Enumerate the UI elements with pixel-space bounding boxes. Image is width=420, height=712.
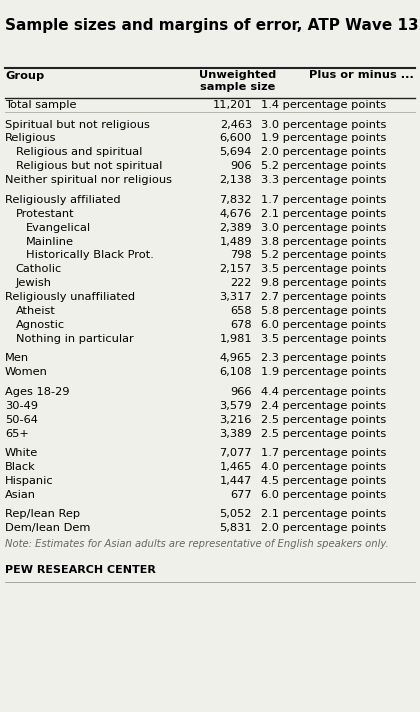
Text: 222: 222	[231, 278, 252, 288]
Text: 2.0 percentage points: 2.0 percentage points	[261, 147, 386, 157]
Text: 2.5 percentage points: 2.5 percentage points	[261, 429, 386, 439]
Text: 1.4 percentage points: 1.4 percentage points	[261, 100, 386, 110]
Text: Unweighted
sample size: Unweighted sample size	[199, 70, 276, 93]
Text: Spiritual but not religious: Spiritual but not religious	[5, 120, 150, 130]
Text: Black: Black	[5, 462, 36, 472]
Text: Total sample: Total sample	[5, 100, 76, 110]
Text: 3,579: 3,579	[219, 401, 252, 411]
Text: Ages 18-29: Ages 18-29	[5, 387, 70, 397]
Text: 2,138: 2,138	[220, 175, 252, 185]
Text: 3.3 percentage points: 3.3 percentage points	[261, 175, 387, 185]
Text: 1.7 percentage points: 1.7 percentage points	[261, 448, 387, 458]
Text: Dem/lean Dem: Dem/lean Dem	[5, 523, 90, 533]
Text: Historically Black Prot.: Historically Black Prot.	[26, 251, 154, 261]
Text: Evangelical: Evangelical	[26, 223, 91, 233]
Text: Women: Women	[5, 367, 48, 377]
Text: 4,676: 4,676	[220, 209, 252, 219]
Text: 798: 798	[230, 251, 252, 261]
Text: 2,389: 2,389	[220, 223, 252, 233]
Text: Plus or minus ...: Plus or minus ...	[309, 70, 414, 80]
Text: 1.7 percentage points: 1.7 percentage points	[261, 194, 387, 204]
Text: 4,965: 4,965	[220, 353, 252, 364]
Text: 4.5 percentage points: 4.5 percentage points	[261, 476, 386, 486]
Text: 6.0 percentage points: 6.0 percentage points	[261, 320, 386, 330]
Text: 677: 677	[231, 490, 252, 500]
Text: 2.3 percentage points: 2.3 percentage points	[261, 353, 386, 364]
Text: 2.4 percentage points: 2.4 percentage points	[261, 401, 386, 411]
Text: 3.5 percentage points: 3.5 percentage points	[261, 264, 387, 274]
Text: 1.9 percentage points: 1.9 percentage points	[261, 367, 387, 377]
Text: Agnostic: Agnostic	[16, 320, 65, 330]
Text: PEW RESEARCH CENTER: PEW RESEARCH CENTER	[5, 565, 156, 575]
Text: 4.4 percentage points: 4.4 percentage points	[261, 387, 386, 397]
Text: Mainline: Mainline	[26, 236, 74, 246]
Text: 1,465: 1,465	[220, 462, 252, 472]
Text: 6,600: 6,600	[220, 133, 252, 144]
Text: 3.0 percentage points: 3.0 percentage points	[261, 120, 387, 130]
Text: Note: Estimates for Asian adults are representative of English speakers only.: Note: Estimates for Asian adults are rep…	[5, 539, 389, 549]
Text: Religious and spiritual: Religious and spiritual	[16, 147, 142, 157]
Text: Hispanic: Hispanic	[5, 476, 54, 486]
Text: 2,157: 2,157	[220, 264, 252, 274]
Text: 3.5 percentage points: 3.5 percentage points	[261, 334, 387, 344]
Text: 9.8 percentage points: 9.8 percentage points	[261, 278, 387, 288]
Text: 5,694: 5,694	[220, 147, 252, 157]
Text: 1,981: 1,981	[219, 334, 252, 344]
Text: 1,489: 1,489	[220, 236, 252, 246]
Text: 3.0 percentage points: 3.0 percentage points	[261, 223, 387, 233]
Text: 2.5 percentage points: 2.5 percentage points	[261, 414, 386, 424]
Text: 966: 966	[231, 387, 252, 397]
Text: 5.2 percentage points: 5.2 percentage points	[261, 251, 386, 261]
Text: Religious but not spiritual: Religious but not spiritual	[16, 162, 162, 172]
Text: 678: 678	[231, 320, 252, 330]
Text: White: White	[5, 448, 38, 458]
Text: 3,317: 3,317	[219, 293, 252, 303]
Text: 5.8 percentage points: 5.8 percentage points	[261, 306, 387, 316]
Text: Protestant: Protestant	[16, 209, 74, 219]
Text: Group: Group	[5, 71, 44, 81]
Text: 3.8 percentage points: 3.8 percentage points	[261, 236, 387, 246]
Text: 658: 658	[231, 306, 252, 316]
Text: 3,216: 3,216	[220, 414, 252, 424]
Text: Religiously unaffiliated: Religiously unaffiliated	[5, 293, 135, 303]
Text: 5.2 percentage points: 5.2 percentage points	[261, 162, 386, 172]
Text: Jewish: Jewish	[16, 278, 52, 288]
Text: Asian: Asian	[5, 490, 36, 500]
Text: 2,463: 2,463	[220, 120, 252, 130]
Text: 11,201: 11,201	[212, 100, 252, 110]
Text: 5,831: 5,831	[219, 523, 252, 533]
Text: 2.1 percentage points: 2.1 percentage points	[261, 509, 386, 519]
Text: Atheist: Atheist	[16, 306, 55, 316]
Text: 7,077: 7,077	[219, 448, 252, 458]
Text: 1.9 percentage points: 1.9 percentage points	[261, 133, 387, 144]
Text: Men: Men	[5, 353, 29, 364]
Text: Neither spiritual nor religious: Neither spiritual nor religious	[5, 175, 172, 185]
Text: Religious: Religious	[5, 133, 57, 144]
Text: 65+: 65+	[5, 429, 29, 439]
Text: 30-49: 30-49	[5, 401, 38, 411]
Text: 7,832: 7,832	[220, 194, 252, 204]
Text: 5,052: 5,052	[220, 509, 252, 519]
Text: 2.7 percentage points: 2.7 percentage points	[261, 293, 386, 303]
Text: 4.0 percentage points: 4.0 percentage points	[261, 462, 386, 472]
Text: Catholic: Catholic	[16, 264, 62, 274]
Text: 1,447: 1,447	[220, 476, 252, 486]
Text: 2.0 percentage points: 2.0 percentage points	[261, 523, 386, 533]
Text: Religiously affiliated: Religiously affiliated	[5, 194, 121, 204]
Text: 3,389: 3,389	[219, 429, 252, 439]
Text: 906: 906	[231, 162, 252, 172]
Text: 6.0 percentage points: 6.0 percentage points	[261, 490, 386, 500]
Text: Sample sizes and margins of error, ATP Wave 132: Sample sizes and margins of error, ATP W…	[5, 18, 420, 33]
Text: 2.1 percentage points: 2.1 percentage points	[261, 209, 386, 219]
Text: 6,108: 6,108	[220, 367, 252, 377]
Text: Rep/lean Rep: Rep/lean Rep	[5, 509, 80, 519]
Text: Nothing in particular: Nothing in particular	[16, 334, 133, 344]
Text: 50-64: 50-64	[5, 414, 38, 424]
